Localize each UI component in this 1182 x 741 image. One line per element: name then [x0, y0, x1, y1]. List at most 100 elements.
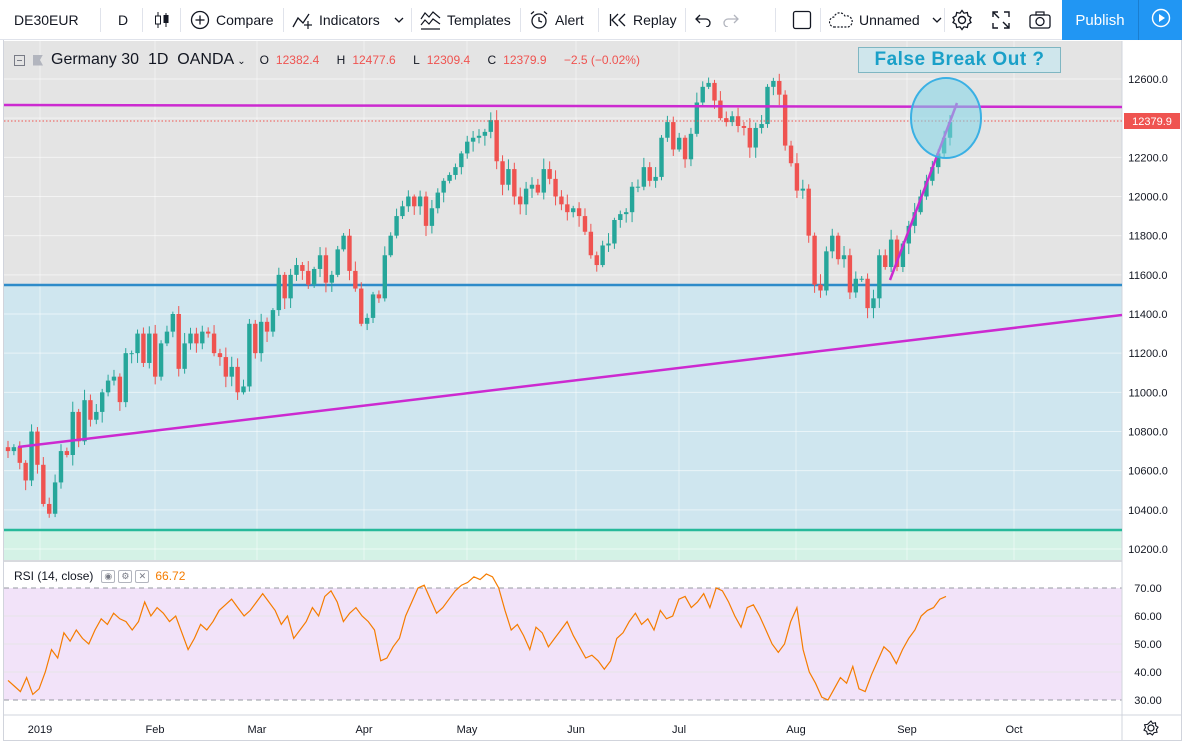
candle-body — [835, 235, 841, 260]
candle — [553, 170, 558, 206]
candle — [788, 140, 794, 167]
candle-body — [429, 208, 435, 226]
candle — [194, 327, 199, 353]
candle-body — [412, 196, 417, 207]
low-label: L — [413, 53, 420, 67]
symbol-search[interactable]: DE30EUR — [14, 0, 79, 40]
collapse-icon[interactable] — [14, 54, 25, 66]
candle — [117, 373, 123, 411]
candle-body — [747, 127, 753, 148]
candle-body — [918, 196, 923, 213]
candle-body — [859, 278, 864, 280]
candle-body — [394, 216, 399, 236]
layout-name-label: Unnamed — [859, 12, 920, 28]
candle-body — [270, 310, 276, 332]
candle-body — [541, 169, 546, 193]
rising-trendline[interactable] — [17, 313, 1123, 449]
time-axis[interactable]: 2019 Feb Mar Apr May Jun Jul Aug Sep Oct — [28, 724, 1023, 736]
candle-body — [641, 167, 647, 187]
candle — [182, 332, 187, 374]
compare-button[interactable]: Compare — [190, 0, 274, 40]
candle — [741, 122, 747, 136]
candle-body — [806, 188, 811, 236]
candle-body — [300, 265, 305, 271]
candle — [70, 401, 75, 466]
templates-button[interactable]: Templates — [420, 0, 511, 40]
candle — [794, 153, 800, 199]
close-value: 12379.9 — [503, 53, 547, 67]
candle-body — [41, 464, 46, 504]
candle — [147, 326, 152, 369]
candle — [129, 350, 134, 364]
alert-button[interactable]: Alert — [529, 0, 584, 40]
candle — [465, 135, 470, 159]
undo-button[interactable] — [695, 0, 711, 40]
redo-button[interactable] — [723, 0, 739, 40]
candle-body — [688, 133, 694, 160]
candle — [700, 81, 705, 107]
candle — [311, 266, 317, 288]
candle — [806, 184, 811, 243]
candle — [376, 290, 382, 303]
eye-icon[interactable]: ◉ — [101, 569, 116, 583]
candle-body — [264, 321, 270, 332]
interval-button[interactable]: D — [118, 0, 128, 40]
snapshot-button[interactable] — [1029, 0, 1051, 40]
divider — [100, 8, 101, 32]
alarm-clock-icon — [529, 10, 549, 30]
fullscreen-layout-button[interactable] — [792, 0, 812, 40]
fullscreen-button[interactable] — [991, 0, 1011, 40]
candle — [618, 210, 623, 228]
candle — [759, 115, 764, 134]
candle — [317, 247, 323, 278]
axis-settings-icon[interactable] — [1143, 720, 1159, 736]
candle-body — [11, 447, 17, 452]
candle-body — [506, 169, 511, 185]
chart-type-button[interactable] — [154, 0, 170, 40]
candle-body — [211, 333, 217, 354]
candle-body — [671, 122, 676, 150]
candle-body — [447, 174, 452, 181]
candle-body — [523, 188, 529, 205]
close-icon[interactable]: ✕ — [135, 569, 150, 583]
rsi-grid — [4, 587, 1122, 701]
candle — [512, 162, 517, 205]
candle — [176, 306, 181, 377]
replay-button[interactable]: Replay — [609, 0, 677, 40]
series-title[interactable]: Germany 30 1D OANDA ⌄ — [51, 51, 246, 69]
candle — [88, 394, 93, 427]
candle — [635, 179, 641, 193]
candle — [824, 246, 829, 296]
candle-body — [52, 482, 58, 514]
layout-name-button[interactable]: Unnamed — [829, 0, 942, 40]
divider — [142, 8, 143, 32]
candle-body — [317, 255, 323, 269]
candle — [494, 110, 499, 170]
breakout-circle[interactable] — [910, 77, 982, 159]
price-tick-label: 10200.0 — [1128, 544, 1168, 556]
candle — [94, 404, 99, 425]
candle — [777, 73, 782, 106]
price-axis[interactable]: 12600.012400.012200.012000.011800.011600… — [1128, 74, 1168, 556]
play-button[interactable] — [1138, 0, 1182, 40]
candle-body — [459, 153, 464, 168]
rsi-label[interactable]: RSI (14, close) — [14, 569, 94, 583]
candle — [576, 202, 582, 227]
candle-body — [229, 366, 234, 377]
candle — [58, 444, 64, 489]
settings-button[interactable] — [951, 0, 973, 40]
false-breakout-label[interactable]: False Break Out ? — [858, 47, 1061, 73]
rsi-axis[interactable]: 70.00 60.00 50.00 40.00 30.00 — [1134, 583, 1162, 707]
indicators-button[interactable]: Indicators — [292, 0, 404, 40]
fullscreen-icon — [991, 10, 1011, 30]
candle-body — [629, 186, 635, 213]
candle — [847, 248, 853, 300]
publish-button[interactable]: Publish — [1062, 0, 1138, 40]
gear-icon[interactable]: ⚙ — [118, 569, 133, 583]
candle — [329, 270, 335, 292]
candle-body — [282, 274, 287, 299]
candle-body — [936, 153, 941, 168]
price-tick-label: 11600.0 — [1129, 270, 1168, 282]
candle-body — [376, 294, 382, 299]
